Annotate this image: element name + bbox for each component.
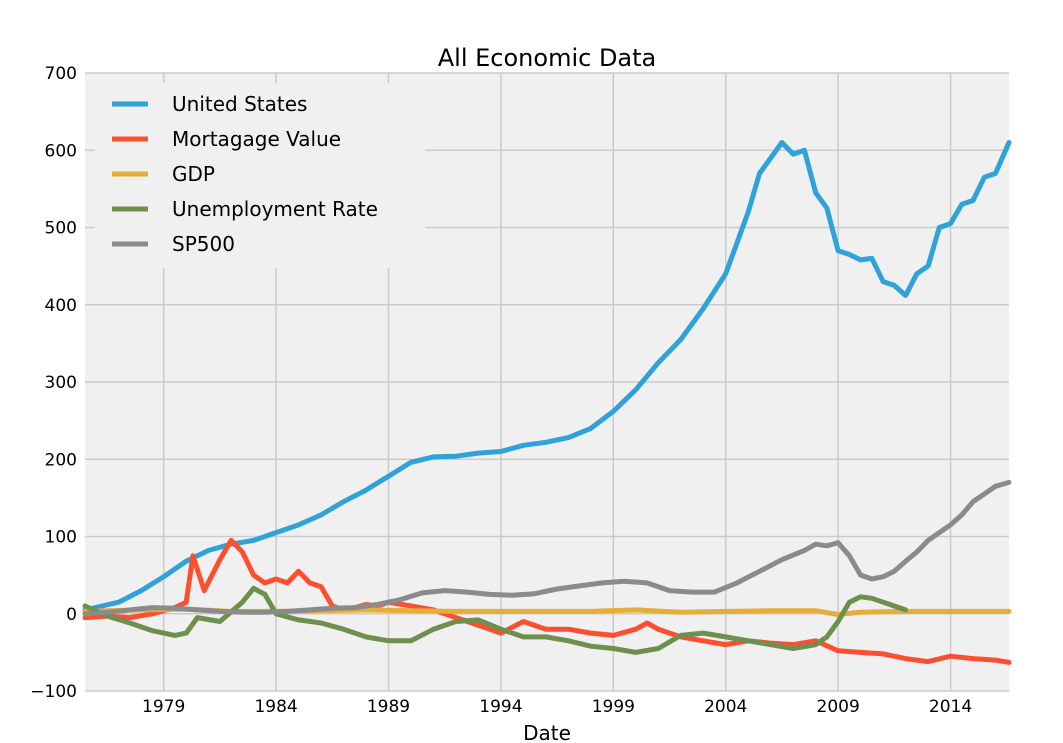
x-tick-label: 1994 bbox=[479, 697, 522, 717]
series-line-united-states bbox=[82, 140, 1012, 613]
y-tick-label: 700 bbox=[45, 64, 77, 84]
x-tick-label: 2004 bbox=[704, 697, 747, 717]
series-line-unemployment-rate bbox=[82, 585, 909, 655]
y-tick-labels: −100 0 100 200 300 400 500 600 700 bbox=[30, 64, 77, 702]
legend-label-unemployment-rate: Unemployment Rate bbox=[172, 197, 378, 221]
x-tick-label: 2014 bbox=[929, 697, 972, 717]
x-tick-label: 2009 bbox=[817, 697, 860, 717]
y-tick-label: 400 bbox=[45, 296, 77, 316]
y-tick-label: 600 bbox=[45, 141, 77, 161]
series-lines bbox=[82, 140, 1012, 665]
y-tick-label: 500 bbox=[45, 219, 77, 239]
legend: United States Mortagage Value GDP Unemploym… bbox=[95, 83, 425, 268]
legend-label-sp500: SP500 bbox=[172, 232, 235, 256]
x-axis-title: Date bbox=[523, 721, 571, 743]
y-tick-label: 100 bbox=[45, 528, 77, 548]
series-line-mortagage-value bbox=[82, 537, 1012, 665]
y-tick-label: −100 bbox=[30, 682, 77, 702]
y-tick-label: 300 bbox=[45, 373, 77, 393]
legend-box bbox=[95, 83, 425, 268]
y-tick-label: 0 bbox=[66, 605, 77, 625]
legend-label-gdp: GDP bbox=[172, 162, 215, 186]
legend-label-mortagage-value: Mortagage Value bbox=[172, 127, 341, 151]
x-tick-label: 1989 bbox=[367, 697, 410, 717]
series-line-sp500 bbox=[82, 479, 1012, 617]
y-tick-label: 200 bbox=[45, 450, 77, 470]
x-tick-label: 1979 bbox=[142, 697, 185, 717]
x-tick-label: 1999 bbox=[592, 697, 635, 717]
legend-label-united-states: United States bbox=[172, 92, 307, 116]
x-tick-label: 1984 bbox=[254, 697, 297, 717]
x-tick-labels: 1979 1984 1989 1994 1999 2004 2009 2014 bbox=[142, 697, 972, 717]
chart-title: All Economic Data bbox=[438, 44, 657, 72]
